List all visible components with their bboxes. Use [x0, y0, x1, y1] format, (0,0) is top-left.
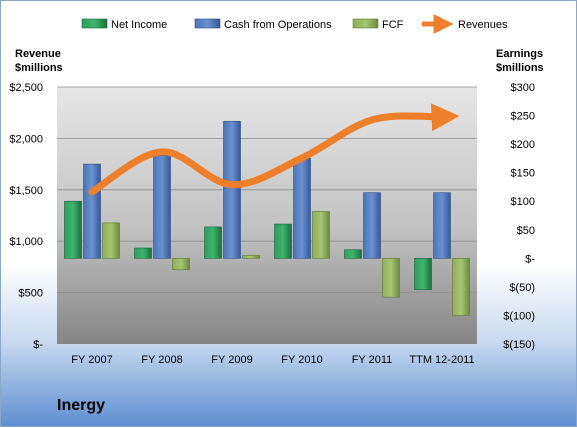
bar-cash-from-operations: [224, 121, 241, 258]
bar-fcf: [383, 258, 400, 297]
bar-fcf: [313, 212, 330, 259]
x-tick-label: FY 2008: [141, 354, 182, 366]
x-tick-label: FY 2011: [352, 354, 393, 366]
bar-net-income: [345, 250, 362, 259]
bar-cash-from-operations: [154, 156, 171, 259]
legend-label-net-income: Net Income: [111, 19, 167, 31]
right-tick-label: $200: [511, 139, 535, 151]
plot-area: [57, 87, 477, 344]
x-tick-label: FY 2007: [71, 354, 112, 366]
legend-swatch-cash-from-operations: [195, 19, 220, 28]
legend-label-fcf: FCF: [382, 19, 404, 31]
left-tick-label: $1,500: [9, 185, 43, 197]
right-tick-label: $100: [511, 196, 535, 208]
legend: Net Income Cash from Operations FCF Reve…: [82, 19, 508, 31]
bar-cash-from-operations: [84, 164, 101, 258]
right-tick-label: $150: [511, 168, 535, 180]
bar-net-income: [65, 201, 82, 258]
left-axis-title-line2: $millions: [15, 62, 63, 74]
bar-cash-from-operations: [434, 193, 451, 259]
right-tick-label: $50: [517, 225, 535, 237]
x-tick-label: FY 2009: [211, 354, 252, 366]
left-axis-title-line1: Revenue: [15, 48, 61, 60]
x-tick-label: TTM 12-2011: [409, 354, 474, 366]
right-tick-label: $(50): [509, 282, 535, 294]
right-tick-label: $250: [511, 111, 535, 123]
bar-net-income: [135, 248, 152, 258]
right-axis-title-line1: Earnings: [496, 48, 543, 60]
bar-fcf: [173, 258, 190, 269]
left-tick-label: $500: [19, 288, 43, 300]
legend-swatch-fcf: [353, 19, 378, 28]
bar-cash-from-operations: [294, 158, 311, 258]
right-tick-label: $300: [511, 82, 535, 94]
x-axis-ticks: FY 2007 FY 2008 FY 2009 FY 2010 FY 2011 TTM 1…: [71, 354, 474, 366]
bar-cash-from-operations: [364, 193, 381, 259]
bar-fcf: [103, 223, 120, 258]
left-axis-ticks: $- $500 $1,000 $1,500 $2,000 $2,500: [9, 82, 43, 351]
legend-label-cash-from-operations: Cash from Operations: [224, 19, 332, 31]
right-tick-label: $(150): [503, 339, 535, 351]
right-tick-label: $(100): [503, 310, 535, 322]
bar-fcf: [453, 258, 470, 315]
left-tick-label: $1,000: [9, 236, 43, 248]
right-axis-ticks: $(150) $(100) $(50) $- $50 $100 $150 $200 $250 $3…: [503, 82, 535, 351]
right-tick-label: $-: [525, 253, 535, 265]
legend-label-revenues: Revenues: [458, 19, 508, 31]
bar-net-income: [275, 224, 292, 258]
bar-fcf: [243, 255, 260, 258]
left-tick-label: $-: [33, 339, 43, 351]
bar-net-income: [415, 258, 432, 289]
x-tick-label: FY 2010: [281, 354, 322, 366]
bar-net-income: [205, 227, 222, 258]
legend-swatch-net-income: [82, 19, 107, 28]
left-tick-label: $2,000: [9, 133, 43, 145]
right-axis-title-line2: $millions: [496, 62, 544, 74]
left-tick-label: $2,500: [9, 82, 43, 94]
company-name: Inergy: [57, 397, 105, 415]
